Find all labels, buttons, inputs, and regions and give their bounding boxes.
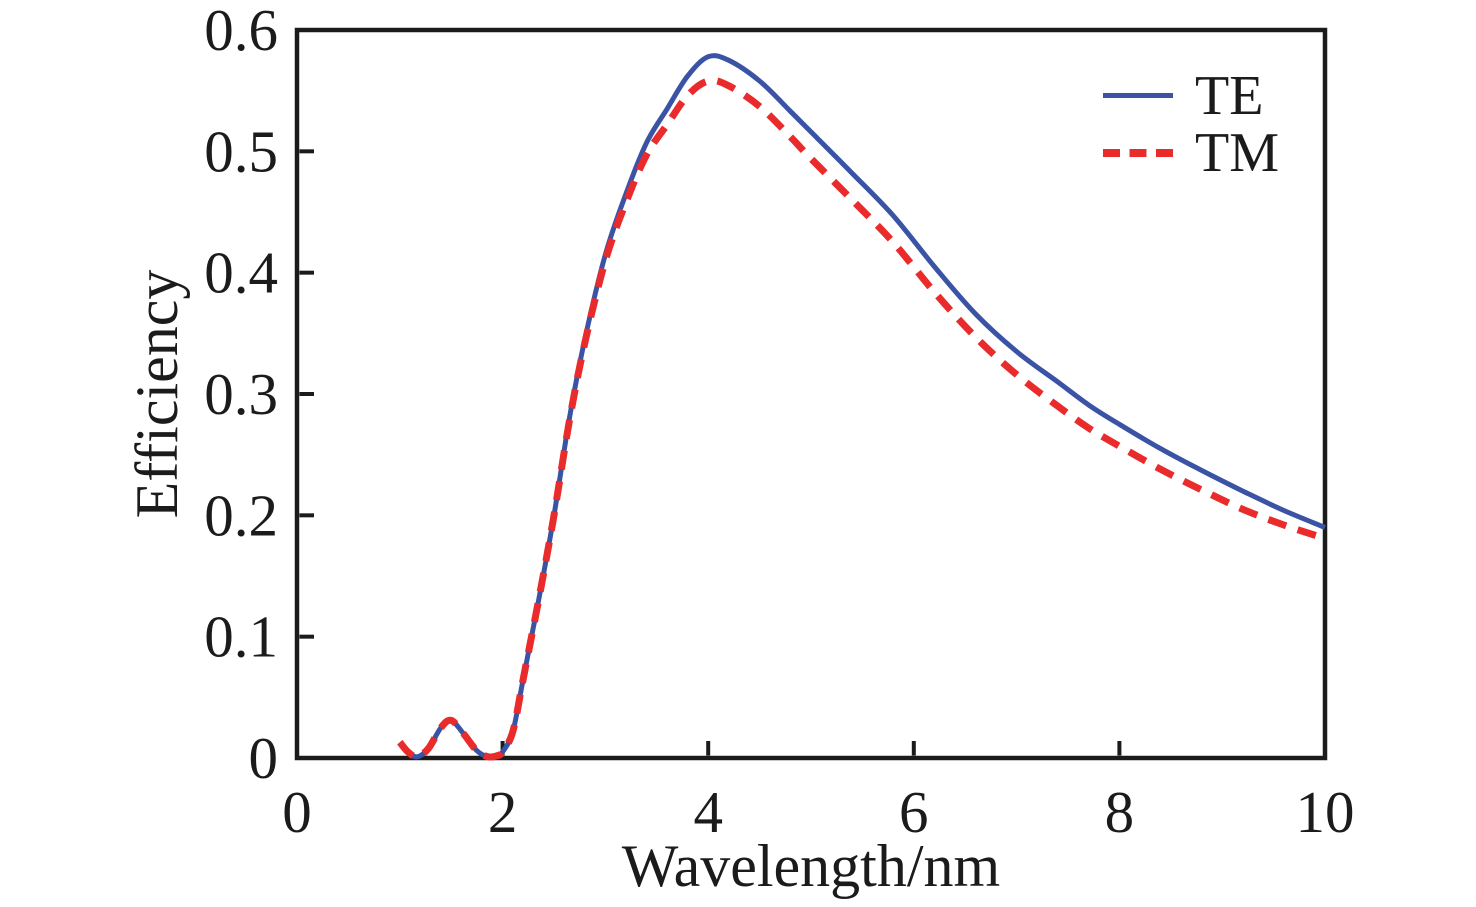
x-tick-label: 4 — [693, 779, 723, 845]
te-line-sample — [1103, 93, 1173, 98]
x-tick-label: 6 — [899, 779, 929, 845]
y-tick-label: 0.2 — [204, 482, 278, 548]
legend-item-te: TE — [1103, 67, 1279, 124]
x-tick-label: 2 — [488, 779, 518, 845]
y-tick-label: 0.6 — [204, 0, 278, 63]
legend: TE TM — [1103, 67, 1279, 181]
x-tick-label: 0 — [282, 779, 312, 845]
tm-curve — [397, 76, 1327, 761]
y-tick-label: 0 — [249, 725, 279, 791]
x-tick-label: 8 — [1105, 779, 1135, 845]
x-axis-title: Wavelength/nm — [621, 833, 1001, 899]
legend-label-tm: TM — [1195, 121, 1279, 184]
x-tick-labels: 0 2 4 6 8 10 — [282, 779, 1354, 845]
tm-dash-sample — [1103, 148, 1173, 157]
x-tick-label: 10 — [1296, 779, 1355, 845]
y-tick-labels: 0 0.1 0.2 0.3 0.4 0.5 0.6 — [204, 0, 278, 791]
x-ticks — [500, 741, 1122, 756]
y-tick-label: 0.4 — [204, 240, 278, 306]
legend-item-tm: TM — [1103, 124, 1279, 181]
y-tick-label: 0.1 — [204, 604, 278, 670]
series-lines — [397, 53, 1327, 761]
legend-label-te: TE — [1195, 64, 1264, 127]
y-axis-title: Efficiency — [124, 269, 190, 519]
plot-frame — [294, 27, 1328, 761]
y-tick-label: 0.5 — [204, 118, 278, 184]
y-tick-label: 0.3 — [204, 361, 278, 427]
y-ticks — [299, 149, 314, 639]
